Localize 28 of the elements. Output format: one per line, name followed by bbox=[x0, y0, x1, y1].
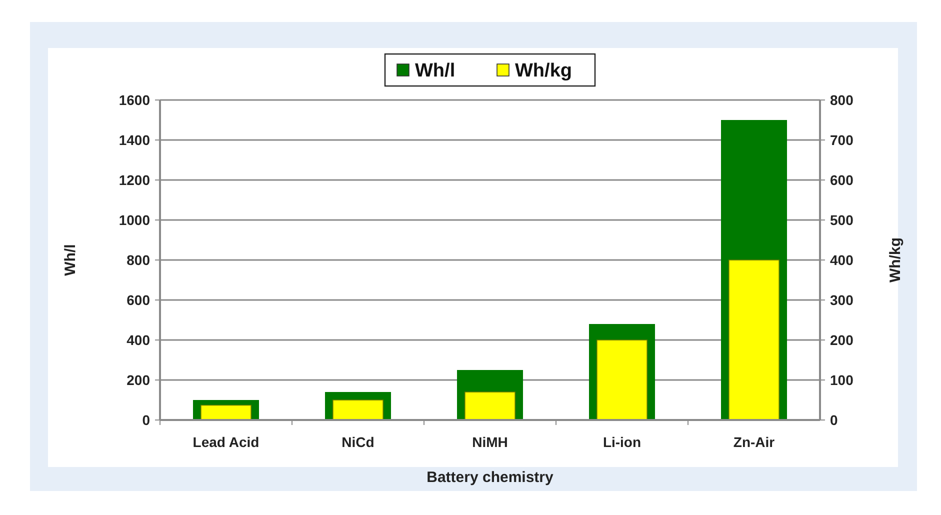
y2-tick-label: 300 bbox=[830, 292, 854, 308]
y-tick-label: 800 bbox=[126, 252, 150, 268]
y2-tick-label: 400 bbox=[830, 252, 854, 268]
y2-tick-label: 200 bbox=[830, 332, 854, 348]
y-tick-label: 0 bbox=[142, 412, 150, 428]
x-tick-label: NiMH bbox=[472, 434, 508, 450]
y-tick-label: 1000 bbox=[118, 212, 150, 228]
y2-axis-title: Wh/kg bbox=[887, 238, 904, 282]
y-tick-label: 1200 bbox=[118, 172, 150, 188]
x-tick-label: Lead Acid bbox=[192, 434, 260, 450]
y-tick-label: 400 bbox=[126, 332, 150, 348]
legend-label: Wh/l bbox=[415, 60, 456, 82]
y-tick-label: 1400 bbox=[118, 132, 150, 148]
y-tick-label: 1600 bbox=[118, 92, 150, 108]
x-tick-label: Li-ion bbox=[602, 434, 642, 450]
y2-tick-label: 500 bbox=[830, 212, 854, 228]
y2-tick-label: 100 bbox=[830, 372, 854, 388]
y2-tick-label: 700 bbox=[830, 132, 854, 148]
legend-label: Wh/kg bbox=[515, 60, 572, 82]
x-tick-label: NiCd bbox=[342, 434, 374, 450]
x-tick-label: Zn-Air bbox=[733, 434, 776, 450]
y2-tick-label: 600 bbox=[830, 172, 854, 188]
y2-tick-label: 800 bbox=[830, 92, 854, 108]
y-tick-label: 200 bbox=[126, 372, 150, 388]
x-axis-title: Battery chemistry bbox=[426, 469, 554, 486]
y-axis-title: Wh/l bbox=[62, 244, 79, 276]
y2-tick-label: 0 bbox=[830, 412, 838, 428]
y-tick-label: 600 bbox=[126, 292, 150, 308]
